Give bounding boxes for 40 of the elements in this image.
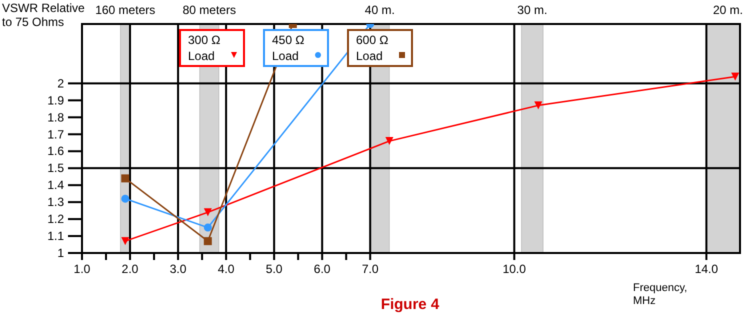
point <box>204 237 212 246</box>
point <box>121 174 130 182</box>
point <box>121 237 130 246</box>
band-label: 160 meters <box>95 3 156 17</box>
y-tick-label: 1 <box>57 246 64 260</box>
y-tick-label: 2 <box>57 76 64 90</box>
y-tick-label: 1.3 <box>47 195 64 210</box>
x-tick-label: 7.0 <box>362 262 379 276</box>
y-tick-label: 1.2 <box>47 212 64 226</box>
point <box>534 101 542 110</box>
point <box>731 72 740 81</box>
x-tick-label: 5.0 <box>266 262 283 276</box>
x-tick-label: 6.0 <box>314 262 331 276</box>
x-tick-label: 2.0 <box>122 262 139 276</box>
x-tick-label: 10.0 <box>502 262 526 276</box>
x-tick-label: 3.0 <box>170 262 187 276</box>
y-tick-label: 1.9 <box>47 93 64 108</box>
x-tick-label: 4.0 <box>218 262 235 276</box>
x-axis-title: Frequency, MHz <box>633 282 688 307</box>
band-label: 20 m. <box>712 3 743 17</box>
point <box>204 208 212 216</box>
x-tick-label: 14.0 <box>694 262 718 276</box>
legend-label: 600 Ω Load <box>356 33 388 63</box>
y-tick-label: 1.4 <box>47 178 64 192</box>
legend-label: 450 Ω Load <box>272 33 304 63</box>
band-label: 30 m. <box>517 3 548 17</box>
y-tick-label: 1.7 <box>47 127 64 142</box>
band-label: 80 meters <box>182 3 236 17</box>
point <box>385 137 394 146</box>
y-tick-label: 1.8 <box>47 110 64 124</box>
legend-label: 300 Ω Load <box>188 33 220 63</box>
point <box>204 224 212 232</box>
y-tick-label: 1.6 <box>47 144 64 158</box>
y-tick-label: 1.1 <box>47 229 64 244</box>
caption: Figure 4 <box>380 296 440 313</box>
x-tick-label: 1.0 <box>74 262 91 276</box>
band-label: 40 m. <box>364 3 395 17</box>
point <box>121 194 130 203</box>
y-tick-label: 1.5 <box>47 161 64 176</box>
y-axis-title: VSWR Relative to 75 Ohms <box>2 1 86 29</box>
